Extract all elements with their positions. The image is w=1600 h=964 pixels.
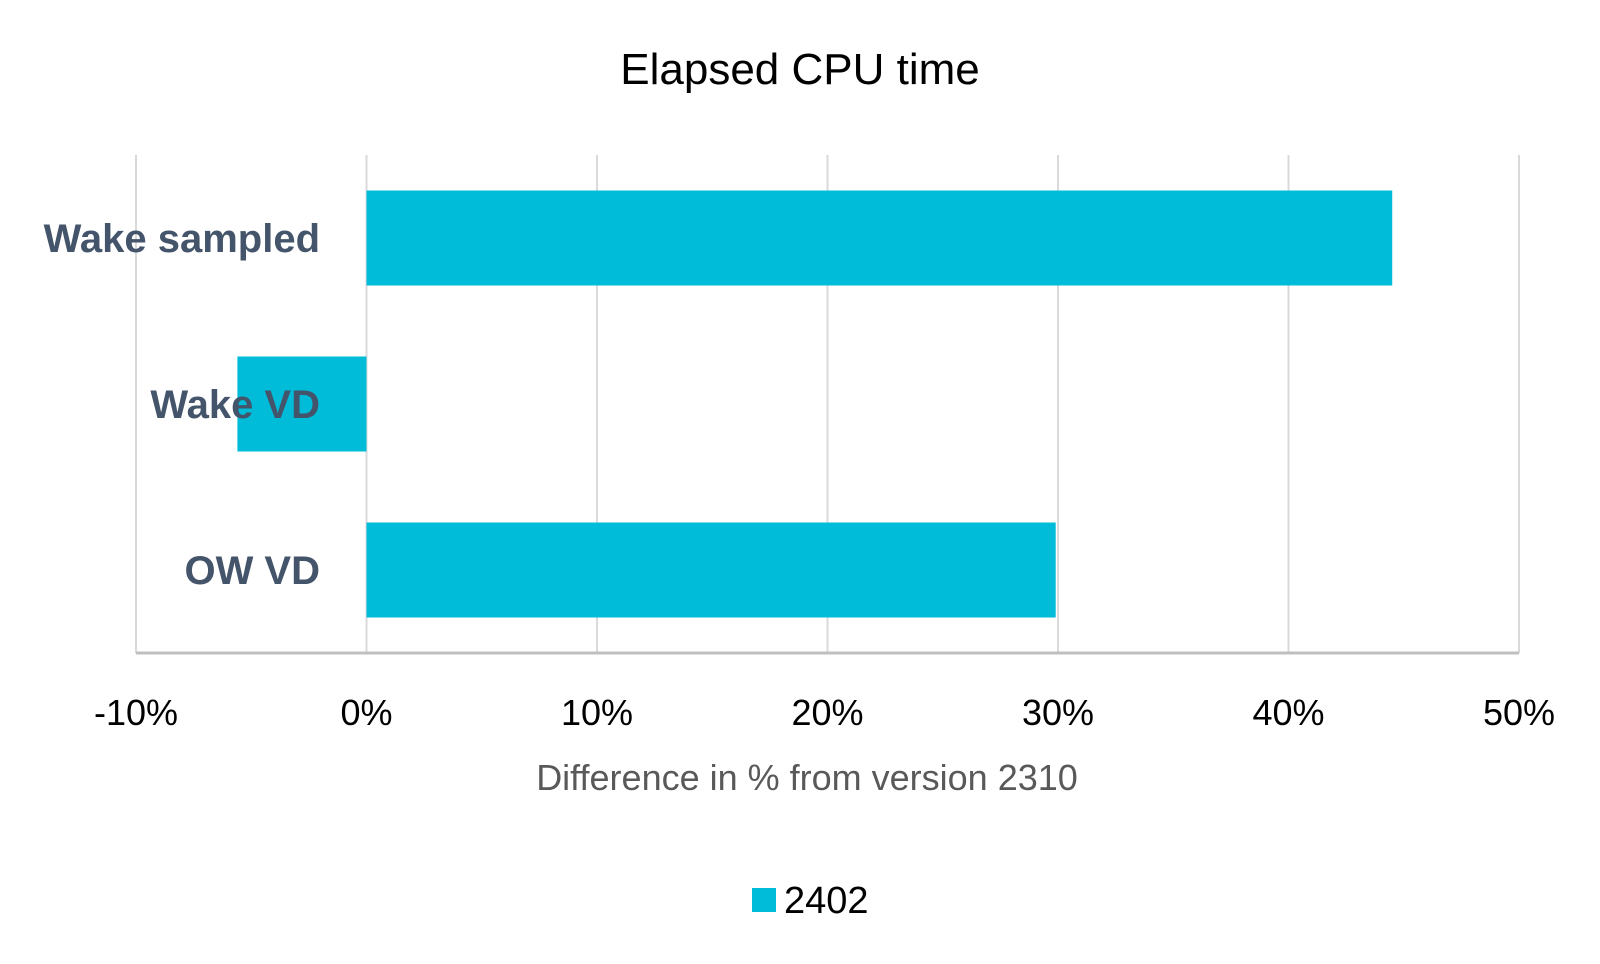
x-tick-label-5: 40%: [1252, 692, 1324, 733]
tick-labels: -10% 0% 10% 20% 30% 40% 50%: [94, 692, 1555, 733]
bars: [237, 190, 1393, 618]
category-label-2: OW VD: [184, 549, 320, 593]
chart-title: Elapsed CPU time: [620, 45, 979, 94]
x-tick-label-1: 0%: [340, 692, 392, 733]
category-label-1: Wake VD: [150, 383, 320, 427]
x-tick-label-3: 20%: [791, 692, 863, 733]
category-labels: Wake sampled Wake VD OW VD: [44, 217, 320, 593]
bar-2: [366, 522, 1056, 618]
legend-swatch: [752, 888, 776, 912]
bar-0: [366, 190, 1393, 286]
legend: 2402: [752, 880, 869, 922]
bar-1: [237, 356, 367, 452]
category-label-0: Wake sampled: [44, 217, 320, 261]
x-axis-title: Difference in % from version 2310: [536, 757, 1078, 798]
x-tick-label-2: 10%: [561, 692, 633, 733]
legend-label: 2402: [784, 880, 869, 922]
x-tick-label-0: -10%: [94, 692, 178, 733]
x-tick-label-4: 30%: [1022, 692, 1094, 733]
x-tick-label-6: 50%: [1483, 692, 1555, 733]
